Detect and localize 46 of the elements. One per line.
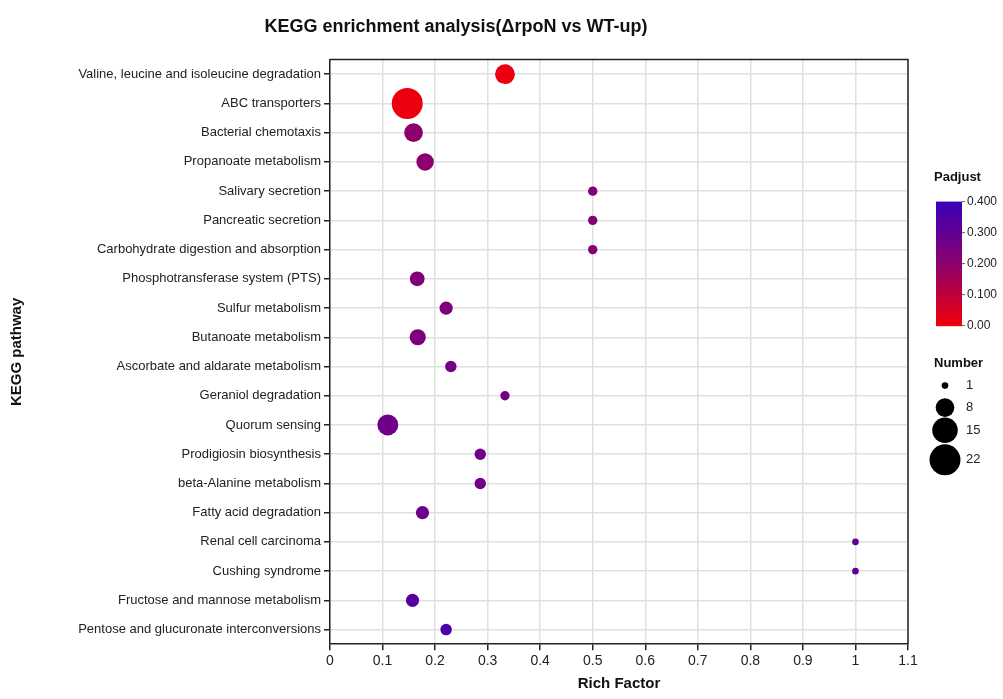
x-tick-label: 0 [326, 652, 335, 669]
legend-label: 22 [966, 451, 981, 467]
y-axis-title: KEGG pathway [7, 297, 25, 407]
y-tick-label: Cushing syndrome [212, 562, 321, 578]
x-tick-label: 0.8 [740, 652, 761, 669]
color-bar-title: Padjust [934, 169, 982, 185]
x-tick-label: 0.4 [530, 652, 551, 669]
chart-title: KEGG enrichment analysis(ΔrpoN vs WT-up) [264, 15, 648, 36]
y-tick-label: Propanoate metabolism [183, 153, 321, 169]
color-bar-label: 0.200 [967, 255, 998, 270]
legend-label: 8 [966, 399, 974, 415]
y-tick-label: Geraniol degradation [199, 387, 321, 403]
x-axis-title: Rich Factor [577, 674, 661, 692]
y-tick-label: Fatty acid degradation [192, 504, 321, 520]
y-tick-label: Renal cell carcinoma [200, 533, 322, 549]
y-tick-label: Pancreatic secretion [203, 211, 321, 227]
x-tick-label: 1.1 [898, 652, 918, 669]
color-bar-label: 0.100 [967, 286, 998, 301]
y-tick-label: Carbohydrate digestion and absorption [96, 241, 321, 257]
color-bar-label: 0.00 [967, 317, 991, 332]
x-tick-label: 0.6 [635, 652, 656, 669]
color-bar-label: 0.400 [967, 193, 998, 208]
x-tick-label: 0.9 [793, 652, 813, 669]
y-tick-label: ABC transporters [221, 95, 322, 111]
y-tick-label: Fructose and mannose metabolism [117, 591, 321, 607]
x-tick-label: 0.7 [688, 652, 708, 669]
y-tick-label: Salivary secretion [218, 182, 321, 198]
legend-label: 1 [966, 377, 974, 393]
x-tick-label: 0.3 [477, 652, 498, 669]
legend-title: Number [934, 355, 984, 371]
y-tick-label: Valine, leucine and isoleucine degradation [78, 65, 321, 81]
y-tick-label: Bacterial chemotaxis [201, 124, 322, 140]
y-tick-label: Pentose and glucuronate interconversions [78, 621, 322, 637]
legend-label: 15 [966, 421, 981, 437]
x-tick-label: 0.5 [582, 652, 603, 669]
y-tick-label: Quorum sensing [225, 416, 321, 432]
y-tick-label: beta-Alanine metabolism [177, 475, 321, 491]
y-tick-label: Phosphotransferase system (PTS) [122, 270, 321, 286]
y-tick-label: Prodigiosin biosynthesis [181, 445, 322, 461]
x-tick-label: 0.1 [372, 652, 393, 669]
color-bar-label: 0.300 [967, 224, 998, 239]
x-tick-label: 1 [851, 652, 860, 669]
y-tick-label: Ascorbate and aldarate metabolism [116, 358, 321, 374]
y-tick-label: Butanoate metabolism [191, 328, 321, 344]
y-tick-label: Sulfur metabolism [216, 299, 321, 315]
x-tick-label: 0.2 [425, 652, 446, 669]
